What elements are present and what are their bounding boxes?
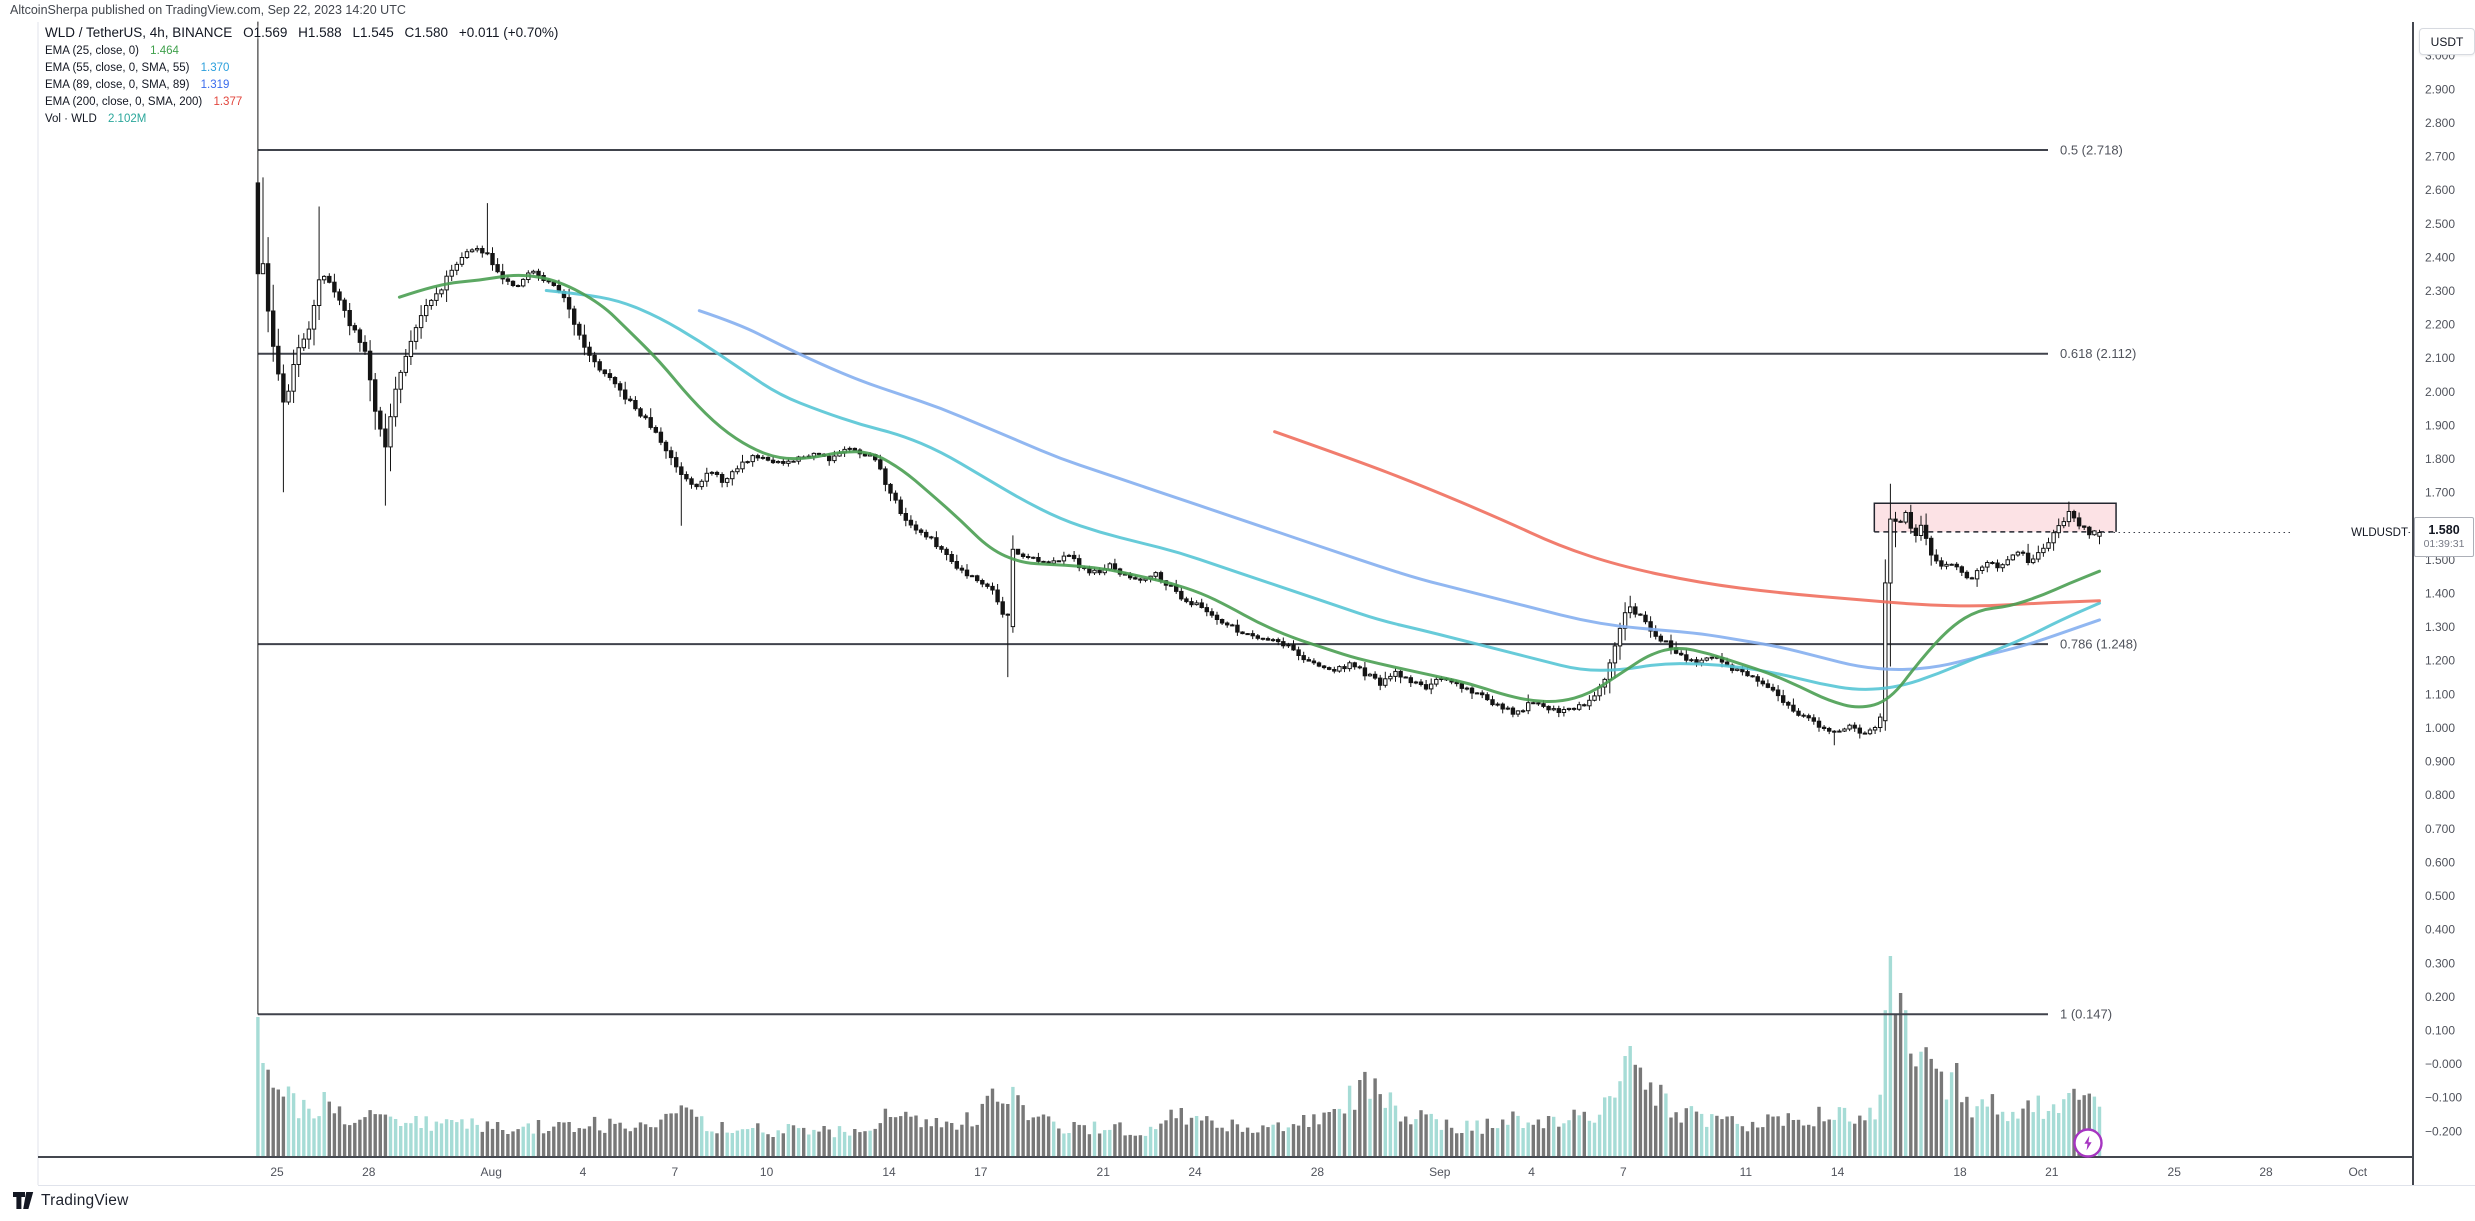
svg-text:0.200: 0.200 xyxy=(2425,990,2455,1004)
svg-text:2.500: 2.500 xyxy=(2425,217,2455,231)
svg-text:1.100: 1.100 xyxy=(2425,687,2455,701)
svg-text:Oct: Oct xyxy=(2348,1165,2367,1179)
indicator-label: Vol · WLD xyxy=(45,113,97,125)
axis-separators xyxy=(38,22,2414,1185)
svg-text:11: 11 xyxy=(1740,1165,1753,1179)
svg-text:Aug: Aug xyxy=(481,1165,502,1179)
ohlc-change: +0.011 (+0.70%) xyxy=(458,25,559,40)
svg-text:1.900: 1.900 xyxy=(2425,418,2455,432)
boost-lightning-icon[interactable] xyxy=(2073,1128,2103,1158)
candlesticks xyxy=(255,21,2102,1015)
tradingview-logo-text: TradingView xyxy=(41,1191,129,1209)
svg-text:−0.200: −0.200 xyxy=(2425,1124,2462,1138)
ohlc-high: H1.588 xyxy=(298,25,342,40)
indicator-value: 1.377 xyxy=(213,96,243,108)
svg-text:1 (0.147): 1 (0.147) xyxy=(2060,1007,2112,1022)
current-price-label: 1.580 01:39:31 xyxy=(2414,517,2474,557)
svg-text:10: 10 xyxy=(760,1165,774,1179)
svg-text:2.600: 2.600 xyxy=(2425,183,2455,197)
svg-text:2.100: 2.100 xyxy=(2425,351,2455,365)
ohlc-close: C1.580 xyxy=(404,25,449,40)
svg-text:−0.100: −0.100 xyxy=(2425,1091,2462,1105)
indicator-value: 1.370 xyxy=(200,62,230,74)
chart-legend: WLD / TetherUS, 4h, BINANCE O1.569 H1.58… xyxy=(45,23,558,128)
indicator-row-ema55[interactable]: EMA (55, close, 0, SMA, 55) 1.370 xyxy=(45,60,558,77)
indicator-row-volume[interactable]: Vol · WLD 2.102M xyxy=(45,111,558,128)
candle-countdown: 01:39:31 xyxy=(2423,538,2465,550)
indicator-row-ema89[interactable]: EMA (89, close, 0, SMA, 89) 1.319 xyxy=(45,77,558,94)
tradingview-branding[interactable]: TradingView xyxy=(12,1191,129,1210)
svg-text:4: 4 xyxy=(580,1165,587,1179)
svg-text:0.300: 0.300 xyxy=(2425,956,2455,970)
price-axis[interactable]: 3.0002.9002.8002.7002.6002.5002.4002.300… xyxy=(2425,49,2462,1139)
svg-text:25: 25 xyxy=(270,1165,284,1179)
svg-text:1.800: 1.800 xyxy=(2425,452,2455,466)
indicator-value: 1.319 xyxy=(200,79,230,91)
svg-text:0.5 (2.718): 0.5 (2.718) xyxy=(2060,143,2123,158)
svg-text:−0.000: −0.000 xyxy=(2425,1057,2462,1071)
svg-text:Sep: Sep xyxy=(1429,1165,1451,1179)
svg-text:0.400: 0.400 xyxy=(2425,923,2455,937)
svg-text:0.800: 0.800 xyxy=(2425,788,2455,802)
svg-text:2.800: 2.800 xyxy=(2425,116,2455,130)
svg-text:24: 24 xyxy=(1188,1165,1202,1179)
svg-text:17: 17 xyxy=(974,1165,988,1179)
svg-text:14: 14 xyxy=(882,1165,896,1179)
svg-text:25: 25 xyxy=(2168,1165,2182,1179)
indicator-label: EMA (55, close, 0, SMA, 55) xyxy=(45,62,190,74)
chart-frame xyxy=(37,22,2475,1186)
svg-text:2.200: 2.200 xyxy=(2425,318,2455,332)
indicator-label: EMA (25, close, 0) xyxy=(45,45,139,57)
volume-histogram xyxy=(256,956,2102,1156)
svg-text:28: 28 xyxy=(2259,1165,2273,1179)
svg-text:0.600: 0.600 xyxy=(2425,855,2455,869)
current-price-value: 1.580 xyxy=(2428,523,2460,537)
ohlc-low: L1.545 xyxy=(352,25,394,40)
svg-text:18: 18 xyxy=(1953,1165,1967,1179)
svg-text:21: 21 xyxy=(2045,1165,2059,1179)
tradingview-logo-icon xyxy=(13,1192,34,1209)
svg-text:1.000: 1.000 xyxy=(2425,721,2455,735)
svg-text:0.900: 0.900 xyxy=(2425,755,2455,769)
svg-text:14: 14 xyxy=(1831,1165,1845,1179)
symbol-title-row[interactable]: WLD / TetherUS, 4h, BINANCE O1.569 H1.58… xyxy=(45,23,558,43)
svg-text:28: 28 xyxy=(1311,1165,1325,1179)
currency-toggle-button[interactable]: USDT xyxy=(2419,28,2475,55)
svg-text:28: 28 xyxy=(362,1165,376,1179)
svg-text:0.618 (2.112): 0.618 (2.112) xyxy=(2060,346,2136,361)
indicator-value: 1.464 xyxy=(150,45,179,57)
svg-text:0.500: 0.500 xyxy=(2425,889,2455,903)
svg-text:2.900: 2.900 xyxy=(2425,82,2455,96)
svg-text:21: 21 xyxy=(1097,1165,1111,1179)
svg-text:1.300: 1.300 xyxy=(2425,620,2455,634)
symbol-title: WLD / TetherUS, 4h, BINANCE xyxy=(45,25,233,40)
currency-label: USDT xyxy=(2430,34,2464,49)
indicator-label: EMA (200, close, 0, SMA, 200) xyxy=(45,96,203,108)
svg-text:1.200: 1.200 xyxy=(2425,654,2455,668)
publish-info-text: AltcoinSherpa published on TradingView.c… xyxy=(10,3,406,17)
svg-text:7: 7 xyxy=(671,1165,678,1179)
svg-text:1.700: 1.700 xyxy=(2425,486,2455,500)
svg-text:7: 7 xyxy=(1620,1165,1627,1179)
svg-text:1.400: 1.400 xyxy=(2425,587,2455,601)
ohlc-open: O1.569 xyxy=(243,25,288,40)
svg-text:0.100: 0.100 xyxy=(2425,1023,2455,1037)
svg-text:2.300: 2.300 xyxy=(2425,284,2455,298)
indicator-label: EMA (89, close, 0, SMA, 89) xyxy=(45,79,190,91)
indicator-row-ema200[interactable]: EMA (200, close, 0, SMA, 200) 1.377 xyxy=(45,94,558,111)
svg-text:2.400: 2.400 xyxy=(2425,250,2455,264)
indicator-value: 2.102M xyxy=(107,113,147,125)
svg-text:0.786 (1.248): 0.786 (1.248) xyxy=(2060,637,2137,652)
svg-text:2.000: 2.000 xyxy=(2425,385,2455,399)
svg-text:2.700: 2.700 xyxy=(2425,150,2455,164)
publish-info-bar: AltcoinSherpa published on TradingView.c… xyxy=(0,0,2475,20)
indicator-row-ema25[interactable]: EMA (25, close, 0) 1.464 xyxy=(45,43,558,60)
svg-text:4: 4 xyxy=(1528,1165,1535,1179)
time-axis[interactable]: 25 28 Aug 4 7 10 14 17 21 24 28 Sep 4 7 11 14 18 21 25 28 Oc… xyxy=(270,1165,2367,1179)
ema-lines xyxy=(397,273,2101,709)
fib-retracement-lines[interactable]: 0.5 (2.718) 0.618 (2.112) 0.786 (1.248) 1 (… xyxy=(257,143,2137,1022)
symbol-ticker-label: WLDUSDT xyxy=(2290,526,2408,540)
svg-text:0.700: 0.700 xyxy=(2425,822,2455,836)
